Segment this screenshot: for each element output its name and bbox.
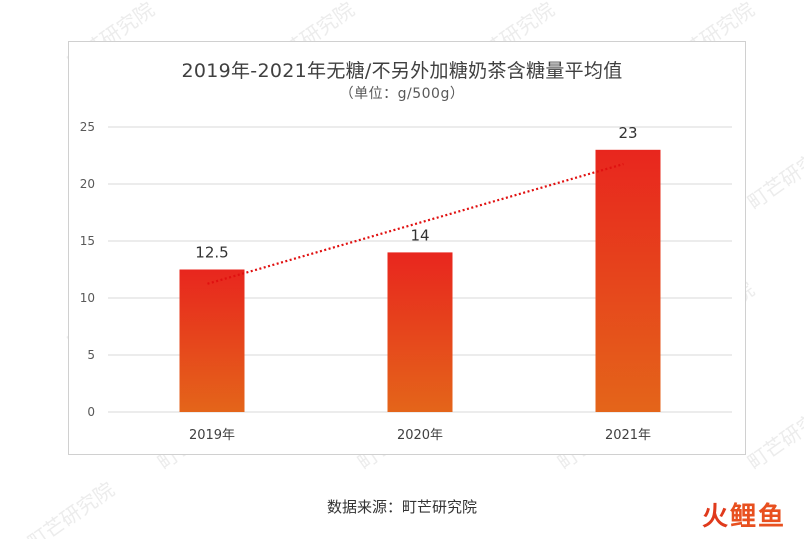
x-tick-label: 2020年 (397, 428, 443, 443)
source-note: 数据来源：町芒研究院 (326, 498, 477, 516)
logo-part-1: 火 (701, 502, 730, 532)
trendline (207, 162, 624, 285)
chart-title: 2019年-2021年无糖/不另外加糖奶茶含糖量平均值 (181, 60, 623, 82)
data-label: 23 (618, 124, 637, 142)
chart-subtitle: （单位：g/500g） (339, 86, 465, 102)
y-tick-label: 15 (80, 234, 95, 248)
bar (179, 269, 245, 412)
brand-logo: 火鲤鱼 (702, 496, 786, 533)
y-tick-label: 20 (80, 177, 95, 191)
data-label: 14 (410, 226, 429, 244)
y-tick-label: 0 (87, 405, 95, 419)
bar (595, 149, 661, 413)
logo-part-2: 鲤鱼 (729, 502, 786, 532)
y-tick-label: 25 (80, 120, 95, 134)
x-tick-label: 2019年 (189, 428, 235, 443)
x-tick-label: 2021年 (605, 428, 651, 443)
y-tick-label: 10 (80, 291, 95, 305)
y-tick-label: 5 (87, 348, 95, 362)
bar (387, 252, 453, 412)
data-label: 12.5 (195, 244, 228, 262)
